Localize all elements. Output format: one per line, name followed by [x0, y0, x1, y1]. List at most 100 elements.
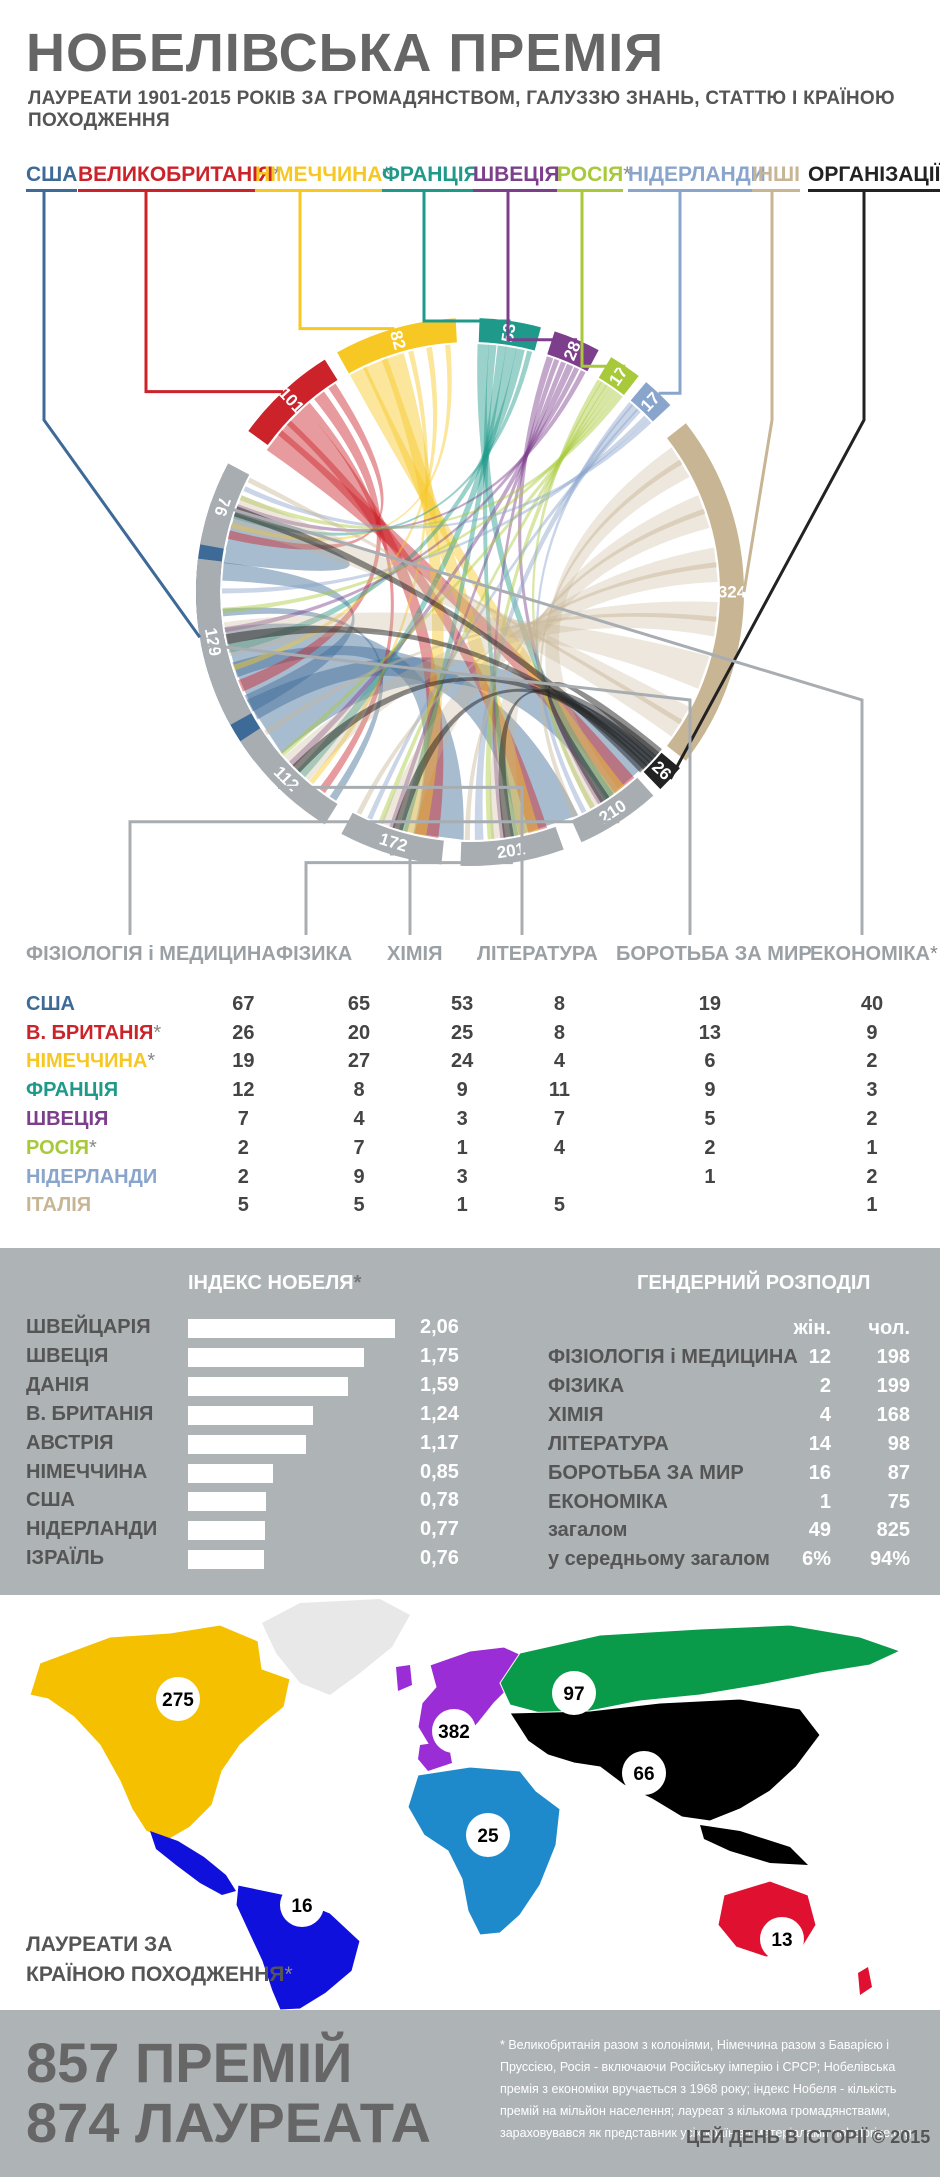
- nobel-index-label: ДАНІЯ: [26, 1373, 90, 1396]
- field-label-peace: БОРОТЬБА ЗА МИР: [616, 943, 812, 965]
- table-row: РОСІЯ* 2 7 1 4 2 1: [26, 1134, 940, 1163]
- chord-ribbon: [284, 601, 718, 781]
- chord-ribbon: [381, 547, 718, 834]
- gender-row-label: БОРОТЬБА ЗА МИР: [548, 1461, 744, 1484]
- nobel-index-value: 0,78: [420, 1489, 459, 1512]
- table-cell: [616, 1192, 804, 1221]
- chord-ribbon: [545, 447, 690, 809]
- map-europe-uk: [396, 1665, 412, 1691]
- stats-panel: [0, 1248, 940, 1595]
- table-cell: 5: [237, 1194, 249, 1217]
- gender-row-label: ЕКОНОМІКА: [548, 1490, 668, 1513]
- nobel-index-value: 1,24: [420, 1402, 459, 1425]
- leader-line: [298, 190, 395, 331]
- chord-ribbon: [236, 370, 586, 532]
- nobel-index-label: В. БРИТАНІЯ: [26, 1402, 154, 1425]
- table-row: ІТАЛІЯ 5 5 1 5 1: [26, 1192, 940, 1221]
- copyright: ЦЕЙ ДЕНЬ В ІСТОРІЇ © 2015: [686, 2127, 931, 2147]
- table-cell: 2: [866, 1050, 878, 1073]
- nobel-index-bar: [188, 1492, 267, 1512]
- table-cell: 1: [704, 1165, 716, 1188]
- total-prizes: 857 ПРЕМІЙ: [26, 2031, 353, 2094]
- row-country: ФРАНЦІЯ: [26, 1079, 119, 1102]
- table-cell: 2: [866, 1108, 878, 1131]
- leader-line: [658, 190, 682, 395]
- nobel-index-label: ІЗРАЇЛЬ: [26, 1547, 105, 1570]
- gender-male-value: 199: [876, 1374, 910, 1397]
- table-cell: 1: [456, 1194, 468, 1217]
- chord-diagram: 25210182532817173242621020117211212976: [42, 190, 866, 935]
- map-badge-africa: 25: [466, 1813, 510, 1857]
- field-label-physics: ФІЗИКА: [276, 943, 353, 965]
- map-badge-north-america: 275: [156, 1677, 200, 1721]
- chord-ribbon: [309, 350, 429, 785]
- gender-row-label: ФІЗІОЛОГІЯ і МЕДИЦИНА: [548, 1346, 798, 1368]
- field-label-economics: ЕКОНОМІКА*: [810, 943, 938, 965]
- gender-col-female: жін.: [793, 1317, 831, 1339]
- total-laureates: 874 ЛАУРЕАТА: [26, 2091, 431, 2154]
- table-cell: 3: [456, 1108, 468, 1131]
- gender-female-value: 6%: [802, 1548, 831, 1571]
- leader-line: [422, 190, 511, 323]
- gender-row-label: ФІЗИКА: [548, 1374, 625, 1397]
- row-country: НІДЕРЛАНДИ: [26, 1165, 158, 1188]
- field-arc-1: 201: [460, 826, 564, 866]
- country-arc-germany: 82: [337, 318, 457, 374]
- field-label-literature: ЛІТЕРАТУРА: [477, 943, 598, 965]
- table-cell: 1: [456, 1136, 468, 1159]
- table-cell: 4: [553, 1136, 566, 1159]
- map-southeast-asia: [700, 1825, 808, 1865]
- legend-russia: РОСІЯ*: [557, 163, 631, 192]
- gender-female-value: 1: [819, 1490, 831, 1513]
- nobel-index-label: ШВЕЙЦАРІЯ: [26, 1316, 151, 1338]
- table-cell: 3: [866, 1079, 878, 1102]
- nobel-index-title: ІНДЕКС НОБЕЛЯ*: [188, 1272, 362, 1294]
- table-cell: 3: [456, 1165, 468, 1188]
- map-russia: [499, 1624, 902, 1714]
- table-cell: [503, 1163, 616, 1192]
- table-cell: 7: [237, 1108, 249, 1131]
- table-cell: 13: [698, 1021, 722, 1044]
- chord-ribbons: [222, 344, 718, 840]
- chord-ribbon: [233, 350, 533, 536]
- gender-female-value: 49: [808, 1519, 831, 1542]
- table-cell: 1: [866, 1194, 878, 1217]
- country-leader-lines: [42, 190, 866, 780]
- gender-female-value: 2: [819, 1374, 831, 1397]
- world-map: 275 382 97 66 25 16 13: [29, 1599, 902, 2010]
- svg-text:97: 97: [563, 1684, 584, 1705]
- table-cell: 19: [232, 1050, 255, 1073]
- chord-ribbon: [489, 495, 710, 840]
- field-arc-value: 172: [377, 829, 410, 855]
- table-row: В. БРИТАНІЯ* 26 20 25 8 13 9: [26, 1019, 940, 1048]
- gender-female-value: 14: [808, 1432, 831, 1455]
- country-arc-value: 324: [718, 583, 747, 602]
- legend-sweden: ШВЕЦІЯ: [473, 163, 560, 192]
- nobel-index-label: НІМЕЧЧИНА: [26, 1460, 148, 1483]
- chord-ribbon: [286, 407, 444, 838]
- chord-ribbon: [278, 420, 548, 833]
- table-cell: 4: [353, 1108, 365, 1131]
- leader-line: [669, 190, 866, 780]
- map-asia: [509, 1698, 821, 1822]
- chord-ribbon: [464, 508, 706, 840]
- chord-ribbon: [232, 645, 579, 836]
- leader-line: [128, 820, 620, 935]
- map-new-zealand: [858, 1967, 872, 1995]
- table-cell: 5: [704, 1108, 716, 1131]
- page-subtitle: ЛАУРЕАТИ 1901-2015 РОКІВ ЗА ГРОМАДЯНСТВО…: [28, 88, 895, 131]
- table-cell: 4: [553, 1050, 566, 1073]
- chord-ribbon: [399, 345, 507, 832]
- table-cell: 8: [553, 992, 566, 1015]
- table-cell: 5: [353, 1194, 365, 1217]
- svg-text:66: 66: [633, 1764, 654, 1785]
- leader-line: [144, 190, 284, 394]
- table-cell: 24: [451, 1050, 474, 1073]
- chord-ribbon: [303, 402, 394, 794]
- field-label-medicine: ФІЗІОЛОГІЯ і МЕДИЦИНА: [26, 943, 276, 965]
- chord-ribbon: [227, 383, 384, 550]
- row-country: НІМЕЧЧИНА*: [26, 1050, 156, 1073]
- field-arc-4: 129: [196, 558, 252, 725]
- gender-row-label: загалом: [548, 1519, 628, 1542]
